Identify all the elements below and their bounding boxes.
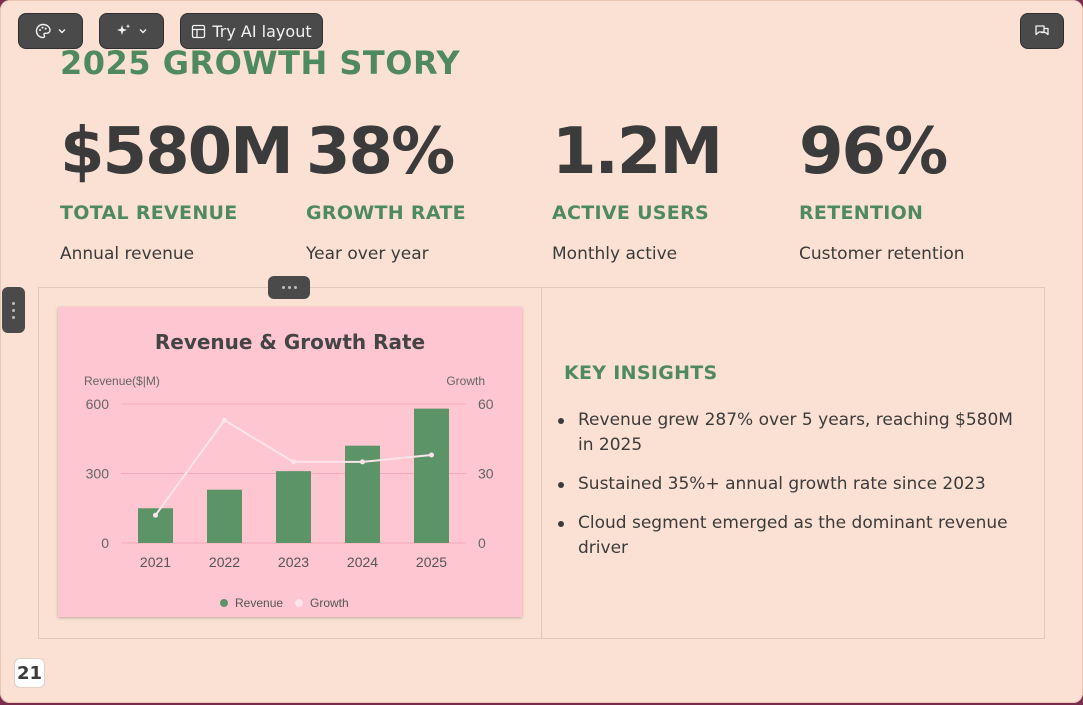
comments-button[interactable] bbox=[1020, 13, 1064, 49]
legend-growth-label: Growth bbox=[310, 596, 349, 610]
chevron-down-icon bbox=[138, 26, 148, 36]
y2-tick-label: 30 bbox=[478, 466, 494, 482]
legend-revenue-label: Revenue bbox=[235, 596, 283, 610]
legend-growth-marker bbox=[295, 599, 303, 607]
insight-item[interactable]: Cloud segment emerged as the dominant re… bbox=[558, 511, 1028, 561]
try-ai-layout-button[interactable]: Try AI layout bbox=[180, 13, 323, 49]
chart-title: Revenue & Growth Rate bbox=[155, 330, 425, 354]
stat-description: Annual revenue bbox=[60, 244, 195, 264]
insight-item[interactable]: Revenue grew 287% over 5 years, reaching… bbox=[558, 408, 1028, 458]
x-tick-label: 2021 bbox=[140, 554, 171, 570]
palette-icon bbox=[35, 23, 51, 39]
stat-active-users[interactable]: 1.2M ACTIVE USERS Monthly active bbox=[552, 112, 792, 264]
insights-list: Revenue grew 287% over 5 years, reaching… bbox=[558, 408, 1028, 575]
stat-total-revenue[interactable]: $580M TOTAL REVENUE Annual revenue bbox=[60, 112, 300, 264]
y2-axis-label: Growth bbox=[446, 374, 485, 388]
stat-value: 1.2M bbox=[552, 115, 723, 189]
x-tick-label: 2022 bbox=[209, 554, 240, 570]
stat-description: Year over year bbox=[306, 244, 429, 264]
stat-label: RETENTION bbox=[799, 202, 924, 224]
growth-point bbox=[360, 459, 365, 465]
block-drag-handle[interactable] bbox=[268, 276, 310, 299]
growth-point bbox=[153, 512, 158, 518]
stat-value: $580M bbox=[60, 115, 294, 189]
stat-label: GROWTH RATE bbox=[306, 202, 466, 224]
layout-icon bbox=[191, 24, 206, 39]
y-tick-label: 0 bbox=[101, 535, 109, 551]
y-axis-label: Revenue($|M) bbox=[84, 374, 160, 388]
insights-title[interactable]: KEY INSIGHTS bbox=[564, 362, 718, 384]
chevron-down-icon bbox=[57, 26, 67, 36]
grid-divider bbox=[541, 287, 542, 639]
side-drag-handle[interactable] bbox=[2, 287, 25, 333]
x-tick-label: 2025 bbox=[416, 554, 447, 570]
y-tick-label: 300 bbox=[86, 466, 110, 482]
x-tick-label: 2023 bbox=[278, 554, 309, 570]
page-number: 21 bbox=[14, 658, 45, 688]
x-tick-label: 2024 bbox=[347, 554, 378, 570]
bar-revenue bbox=[276, 471, 311, 543]
y-tick-label: 600 bbox=[86, 396, 110, 412]
y2-tick-label: 60 bbox=[478, 396, 494, 412]
stat-growth-rate[interactable]: 38% GROWTH RATE Year over year bbox=[306, 112, 546, 264]
try-ai-layout-label: Try AI layout bbox=[212, 21, 312, 41]
chart-card[interactable]: Revenue & Growth Rate Revenue($|M) Growth 0… bbox=[58, 307, 522, 617]
insight-item[interactable]: Sustained 35%+ annual growth rate since … bbox=[558, 472, 1028, 497]
bar-revenue bbox=[207, 489, 242, 543]
revenue-growth-chart: Revenue & Growth Rate Revenue($|M) Growth 0… bbox=[84, 330, 494, 610]
growth-point bbox=[291, 459, 296, 465]
slide-title[interactable]: 2025 GROWTH STORY bbox=[60, 44, 460, 82]
stat-description: Monthly active bbox=[552, 244, 678, 264]
stat-value: 96% bbox=[799, 115, 948, 189]
comments-icon bbox=[1034, 23, 1050, 39]
stat-label: ACTIVE USERS bbox=[552, 202, 709, 224]
growth-point bbox=[222, 417, 227, 423]
legend-revenue-marker bbox=[220, 599, 228, 607]
stat-value: 38% bbox=[306, 115, 455, 189]
theme-button[interactable] bbox=[18, 13, 83, 49]
stat-label: TOTAL REVENUE bbox=[60, 202, 238, 224]
y2-tick-label: 0 bbox=[478, 535, 486, 551]
stat-description: Customer retention bbox=[799, 244, 965, 264]
growth-point bbox=[429, 452, 434, 458]
bar-revenue bbox=[414, 408, 449, 543]
magic-button[interactable] bbox=[99, 13, 164, 49]
stat-retention[interactable]: 96% RETENTION Customer retention bbox=[799, 112, 1039, 264]
sparkles-icon bbox=[116, 23, 132, 39]
